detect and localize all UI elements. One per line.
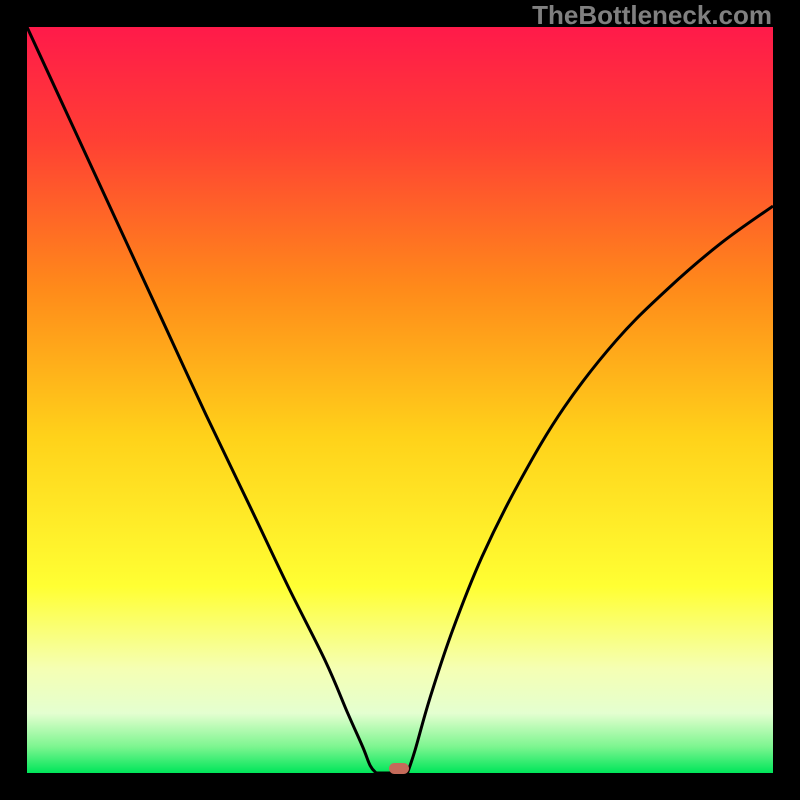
bottleneck-marker (389, 763, 409, 774)
curve-svg (27, 27, 773, 773)
watermark-text: TheBottleneck.com (532, 0, 772, 31)
v-curve (27, 27, 773, 773)
plot-area (27, 27, 773, 773)
